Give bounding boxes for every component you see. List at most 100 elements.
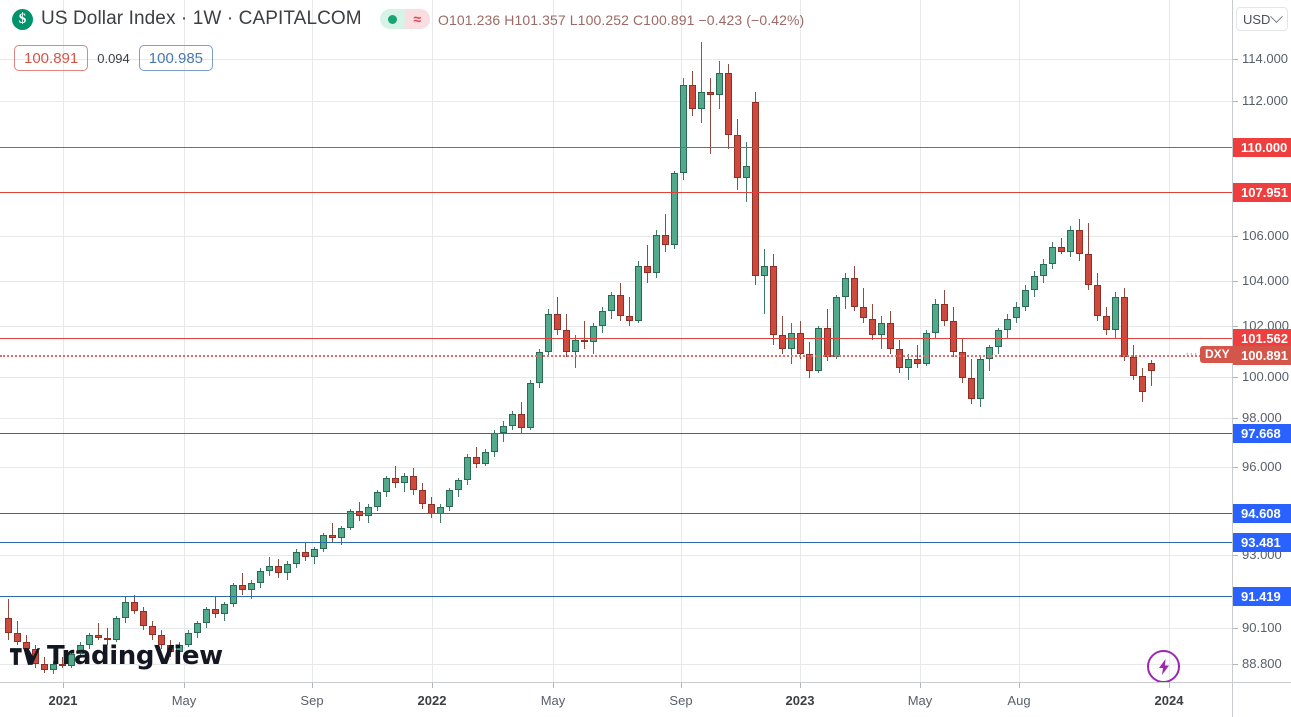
spread-value: 0.094 <box>97 50 130 66</box>
candle-body <box>1112 297 1119 331</box>
gridline-horizontal <box>0 281 1232 282</box>
time-label-year: 2024 <box>1154 693 1184 708</box>
candle-body <box>905 358 912 369</box>
candle-body <box>995 330 1002 348</box>
candle-body <box>59 663 66 667</box>
candle-body <box>365 506 372 517</box>
candle-body <box>536 351 543 383</box>
candle-body <box>113 618 120 640</box>
candle-body <box>473 456 480 464</box>
candle-body <box>140 611 147 626</box>
candle-body <box>482 451 489 464</box>
time-tick <box>800 683 801 688</box>
price-scale-tag[interactable]: 94.608 <box>1233 504 1291 523</box>
time-tick <box>432 683 433 688</box>
candle-body <box>959 351 966 379</box>
time-tick <box>920 683 921 688</box>
gridline-horizontal <box>0 59 1232 60</box>
candle-wick <box>1061 237 1062 255</box>
candle-wick <box>575 335 576 369</box>
candle-wick <box>629 297 630 326</box>
price-tick-label: 90.100 <box>1242 620 1282 635</box>
candle-body <box>194 623 201 633</box>
price-scale-tag[interactable]: 100.891 <box>1233 346 1291 365</box>
data-delay-icon: ≈ <box>404 9 430 29</box>
time-tick <box>184 683 185 688</box>
candle-body <box>149 625 156 636</box>
candle-body <box>680 85 687 174</box>
candle-body <box>158 635 165 645</box>
time-tick <box>312 683 313 688</box>
price-tick <box>1233 377 1238 378</box>
candle-body <box>698 92 705 109</box>
candle-body <box>554 313 561 331</box>
candle-body <box>131 601 138 612</box>
candle-wick <box>710 78 711 155</box>
candle-body <box>257 570 264 583</box>
candle-body <box>716 73 723 95</box>
time-label-month: May <box>907 693 933 708</box>
candle-body <box>320 535 327 550</box>
price-tick-label: 114.000 <box>1242 51 1289 66</box>
candle-body <box>599 311 606 326</box>
candle-body <box>878 323 885 336</box>
dollar-glyph: $ <box>18 10 27 27</box>
candle-body <box>284 563 291 574</box>
ask-price-badge[interactable]: 100.985 <box>138 45 214 71</box>
currency-selector[interactable]: USD <box>1236 7 1288 31</box>
price-scale-tag[interactable]: 101.562 <box>1233 329 1291 348</box>
candle-body <box>77 644 84 655</box>
price-scale-tag[interactable]: 97.668 <box>1233 424 1291 443</box>
candle-wick <box>764 249 765 314</box>
candle-body <box>806 354 813 371</box>
candle-body <box>401 475 408 483</box>
candle-body <box>707 92 714 95</box>
candle-body <box>509 413 516 426</box>
gridline-vertical <box>184 0 185 682</box>
candle-body <box>932 304 939 333</box>
candle-wick <box>584 320 585 350</box>
candle-body <box>644 266 651 274</box>
candle-body <box>500 425 507 433</box>
time-label-year: 2021 <box>48 693 78 708</box>
series-label-dxy[interactable]: DXY <box>1200 346 1235 363</box>
candle-body <box>860 306 867 319</box>
price-scale[interactable]: 114.000 112.000 106.000 104.000 102.000 100.0… <box>1232 0 1291 682</box>
candle-body <box>437 506 444 514</box>
price-scale-tag[interactable]: 110.000 <box>1233 138 1291 157</box>
price-scale-tag[interactable]: 93.481 <box>1233 533 1291 552</box>
page-title[interactable]: US Dollar Index · 1W · CAPITALCOM <box>41 8 362 29</box>
candle-body <box>347 511 354 528</box>
time-label-month: May <box>540 693 566 708</box>
candle-body <box>1067 230 1074 252</box>
lightning-bolt-icon[interactable] <box>1147 650 1180 683</box>
candle-body <box>1013 306 1020 319</box>
bid-price-badge[interactable]: 100.891 <box>14 45 89 71</box>
candle-body <box>68 654 75 667</box>
candle-body <box>248 582 255 590</box>
price-tick <box>1233 236 1238 237</box>
time-tick <box>681 683 682 688</box>
currency-label: USD <box>1243 11 1271 27</box>
time-label-month: Aug <box>1007 693 1031 708</box>
market-status-badge[interactable]: ≈ <box>379 9 430 29</box>
candle-body <box>464 456 471 481</box>
series-menu-icon[interactable]: ⋯ <box>1185 346 1199 361</box>
candle-body <box>356 511 363 517</box>
candle-body <box>617 294 624 317</box>
gridline-vertical <box>432 0 433 682</box>
candle-body <box>5 618 12 633</box>
candle-body <box>842 278 849 298</box>
price-scale-tag[interactable]: 107.951 <box>1233 183 1291 202</box>
candle-body <box>86 635 93 645</box>
candle-body <box>203 608 210 624</box>
candle-body <box>689 85 696 109</box>
price-scale-tag[interactable]: 91.419 <box>1233 587 1291 606</box>
symbol-title-row[interactable]: $ US Dollar Index · 1W · CAPITALCOM ≈ <box>12 7 430 31</box>
ohlc-values: O101.236 H101.357 L100.252 C100.891 −0.4… <box>438 12 805 28</box>
candle-body <box>869 318 876 336</box>
candle-body <box>122 601 129 619</box>
candle-body <box>212 608 219 614</box>
time-scale[interactable]: 2021 May Sep 2022 May Sep 2023 May Aug 2024 <box>0 682 1291 717</box>
time-label-month: Sep <box>669 693 693 708</box>
